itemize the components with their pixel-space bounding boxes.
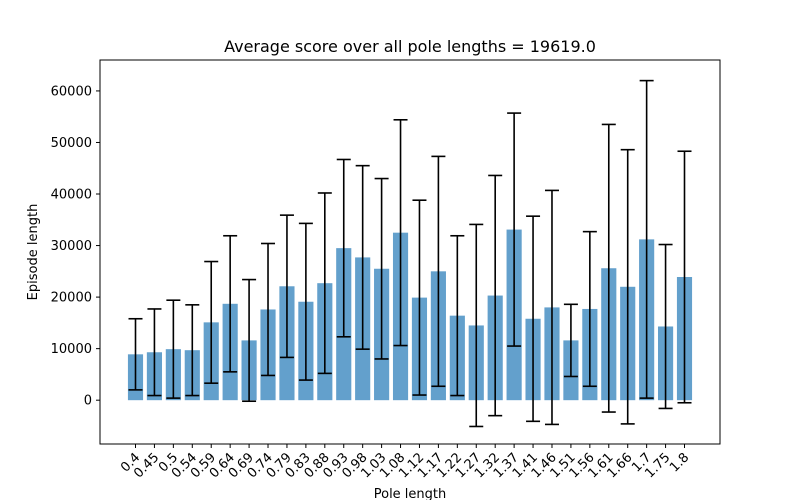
y-tick-label: 60000 [51, 84, 92, 99]
y-tick-label: 30000 [51, 239, 92, 254]
y-tick-label: 50000 [51, 136, 92, 151]
chart-title: Average score over all pole lengths = 19… [224, 37, 596, 56]
x-axis-label: Pole length [374, 487, 447, 500]
plot-frame [99, 59, 721, 445]
y-tick-label: 0 [84, 394, 92, 409]
x-tick-label: 1.8 [667, 450, 692, 475]
plot-area: 01000020000300004000050000600000.40.450.… [51, 79, 692, 481]
y-axis-label: Episode length [26, 204, 41, 301]
y-tick-label: 40000 [51, 188, 92, 203]
y-tick-label: 20000 [51, 291, 92, 306]
y-tick-label: 10000 [51, 342, 92, 357]
